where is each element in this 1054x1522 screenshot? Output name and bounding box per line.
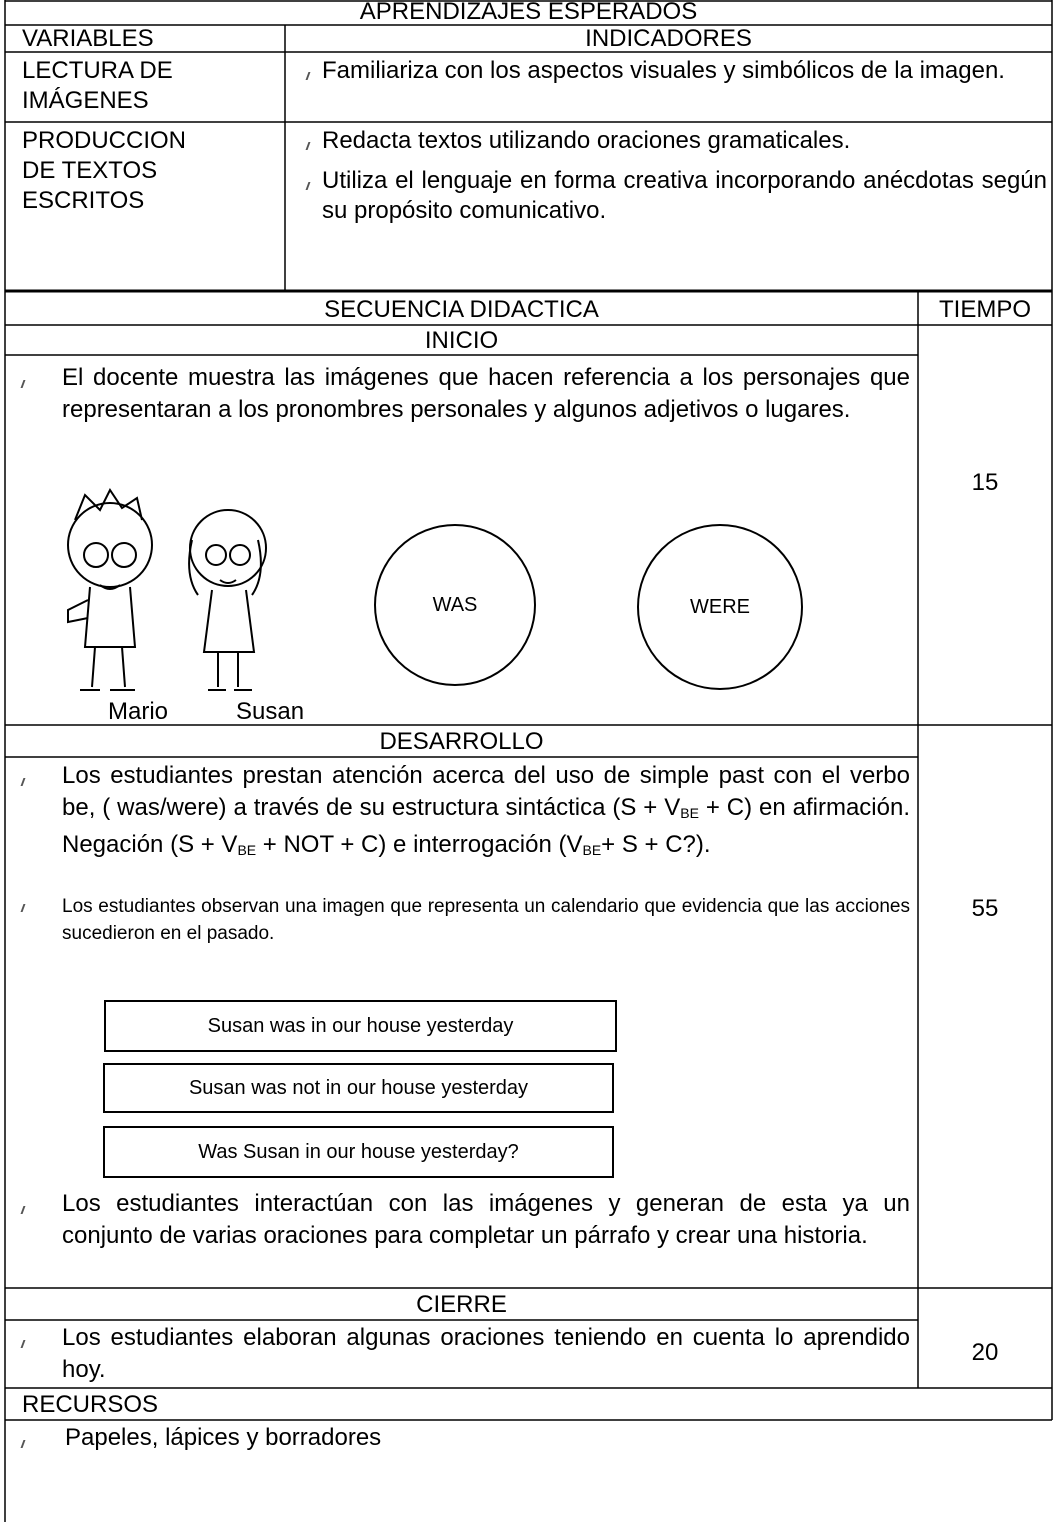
column-header: TIEMPO bbox=[938, 296, 1031, 323]
item: Los estudiantes interactúan con las imág… bbox=[62, 1190, 910, 1249]
character-drawings bbox=[67, 488, 267, 691]
variable: IMÁGENES bbox=[22, 87, 149, 114]
variable: LECTURA DE bbox=[22, 57, 173, 84]
item: Los estudiantes prestan atención acerca … bbox=[62, 760, 910, 866]
item: Papeles, lápices y borradores bbox=[65, 1424, 382, 1451]
text-run: + S + C?). bbox=[601, 831, 711, 858]
character-name: Susan bbox=[236, 698, 305, 725]
text-run: Los estudiantes prestan atención acerca … bbox=[62, 762, 910, 821]
item: Los estudiantes elaboran algunas oracion… bbox=[62, 1324, 910, 1383]
time: 55 bbox=[971, 895, 999, 922]
item: El docente muestra las imágenes que hace… bbox=[62, 364, 910, 423]
title: APRENDIZAJES ESPERADOS bbox=[359, 0, 698, 25]
phase-title: DESARROLLO bbox=[379, 728, 544, 755]
variable: ESCRITOS bbox=[22, 187, 145, 214]
circle-label: WAS bbox=[432, 594, 478, 616]
sentence-box: Susan was in our house yesterday bbox=[104, 1000, 617, 1052]
variable: DE TEXTOS bbox=[22, 157, 158, 184]
indicator: Utiliza el lenguaje en forma creativa in… bbox=[322, 167, 1047, 224]
column-header: VARIABLES bbox=[22, 25, 154, 52]
subscript: BE bbox=[237, 842, 257, 858]
sentence-box: Susan was not in our house yesterday bbox=[103, 1063, 614, 1113]
character-name: Mario bbox=[108, 698, 169, 725]
column-header: SECUENCIA DIDACTICA bbox=[324, 296, 599, 323]
item: Los estudiantes observan una imagen que … bbox=[62, 896, 910, 944]
text-run: + C) en afirmación. Negación (S + V bbox=[62, 794, 910, 858]
sentence-box: Was Susan in our house yesterday? bbox=[103, 1126, 614, 1178]
time: 15 bbox=[971, 469, 999, 496]
phase-title: INICIO bbox=[424, 327, 499, 354]
circle-label: WERE bbox=[690, 596, 750, 618]
phase-title: CIERRE bbox=[416, 1291, 507, 1318]
section-title: RECURSOS bbox=[22, 1391, 159, 1418]
text-run: + NOT + C) e interrogación (V bbox=[256, 831, 583, 858]
indicator: Redacta textos utilizando oraciones gram… bbox=[322, 127, 851, 154]
time: 20 bbox=[971, 1339, 999, 1366]
indicator: Familiariza con los aspectos visuales y … bbox=[322, 57, 1005, 84]
column-header: INDICADORES bbox=[585, 25, 752, 52]
subscript: BE bbox=[582, 842, 602, 858]
subscript: BE bbox=[680, 805, 699, 821]
variable: PRODUCCION bbox=[22, 127, 187, 154]
